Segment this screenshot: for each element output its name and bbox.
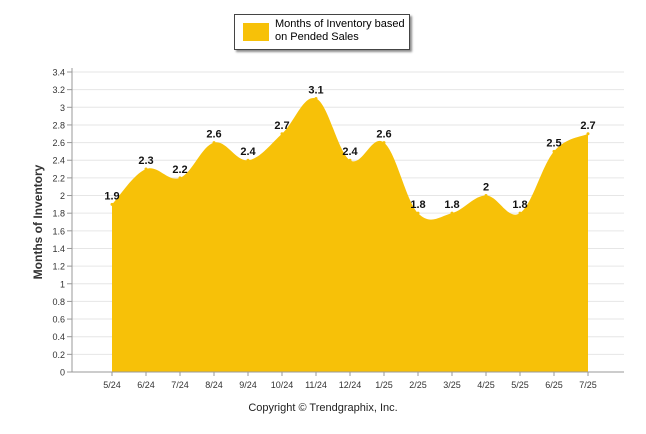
y-tick-label: 0.8 — [52, 297, 65, 307]
data-point — [110, 202, 114, 206]
x-tick-label: 4/25 — [477, 380, 495, 390]
data-point — [246, 158, 250, 162]
y-tick-label: 0 — [60, 368, 65, 378]
x-tick-label: 7/24 — [171, 380, 189, 390]
legend: Months of Inventory based on Pended Sale… — [234, 14, 410, 50]
x-tick-label: 9/24 — [239, 380, 257, 390]
data-point — [178, 176, 182, 180]
data-area — [110, 96, 590, 372]
x-tick-label: 7/25 — [579, 380, 597, 390]
data-label: 1.9 — [104, 190, 119, 202]
data-point — [212, 141, 216, 145]
x-tick-label: 12/24 — [339, 380, 362, 390]
data-label: 1.8 — [410, 199, 425, 211]
data-label: 2.4 — [342, 146, 358, 158]
data-point — [586, 132, 590, 136]
x-tick-label: 11/24 — [305, 380, 327, 390]
copyright-text: Copyright © Trendgraphix, Inc. — [248, 402, 398, 414]
y-tick-label: 3.2 — [52, 85, 65, 95]
y-tick-label: 2.4 — [52, 156, 65, 166]
data-label: 1.8 — [512, 199, 527, 211]
data-label: 2.6 — [376, 129, 391, 141]
y-tick-label: 2.8 — [52, 120, 65, 130]
y-tick-label: 1.4 — [52, 244, 65, 254]
x-tick-label: 2/25 — [409, 380, 427, 390]
y-tick-labels: 0 0.2 0.4 0.6 0.8 1 1.2 1.4 1.6 1.8 2 2.2 2.4 2.6 2.8 3… — [52, 68, 65, 378]
x-tick-labels: 5/24 6/24 7/24 8/24 9/24 10/24 11/24 12/24 1/25 2… — [103, 380, 597, 390]
data-point — [552, 149, 556, 153]
x-tick-label: 6/25 — [545, 380, 563, 390]
y-tick-label: 3.4 — [52, 68, 65, 78]
data-label: 2 — [483, 182, 489, 194]
y-tick-label: 2 — [60, 191, 65, 201]
data-point — [416, 211, 420, 215]
y-tick-label: 1.6 — [52, 226, 65, 236]
data-label: 2.4 — [240, 146, 256, 158]
data-labels: 1.9 2.3 2.2 2.6 2.4 2.7 3.1 2.4 2.6 1.8 1.8 2 1.8 2.5… — [104, 84, 595, 211]
data-point — [382, 141, 386, 145]
x-tick-label: 1/25 — [375, 380, 393, 390]
data-label: 2.3 — [138, 155, 153, 167]
y-tick-label: 0.6 — [52, 315, 65, 325]
y-axis-label: Months of Inventory — [31, 164, 45, 279]
data-label: 3.1 — [308, 84, 323, 96]
y-tick-label: 0.4 — [52, 332, 65, 342]
data-label: 2.5 — [546, 137, 561, 149]
data-label: 1.8 — [444, 199, 459, 211]
y-tick-label: 1.2 — [52, 262, 65, 272]
data-point — [518, 211, 522, 215]
data-point — [144, 167, 148, 171]
axes — [71, 68, 624, 376]
data-point — [450, 211, 454, 215]
x-tick-label: 5/24 — [103, 380, 121, 390]
data-point — [280, 132, 284, 136]
data-label: 2.7 — [580, 120, 595, 132]
data-label: 2.7 — [274, 120, 289, 132]
x-tick-label: 6/24 — [137, 380, 155, 390]
y-tick-label: 2.6 — [52, 138, 65, 148]
data-label: 2.2 — [172, 164, 187, 176]
x-tick-label: 3/25 — [443, 380, 461, 390]
data-point — [484, 194, 488, 198]
y-tick-label: 3 — [60, 103, 65, 113]
y-tick-label: 0.2 — [52, 350, 65, 360]
legend-label: Months of Inventory based on Pended Sale… — [275, 18, 405, 43]
legend-swatch — [243, 23, 269, 41]
data-point — [348, 158, 352, 162]
x-tick-label: 5/25 — [511, 380, 529, 390]
area-series — [112, 97, 588, 372]
data-point — [314, 96, 318, 100]
data-label: 2.6 — [206, 129, 221, 141]
y-tick-label: 1.8 — [52, 209, 65, 219]
x-tick-label: 8/24 — [205, 380, 223, 390]
y-tick-label: 1 — [60, 279, 65, 289]
y-tick-label: 2.2 — [52, 173, 65, 183]
x-tick-label: 10/24 — [271, 380, 294, 390]
